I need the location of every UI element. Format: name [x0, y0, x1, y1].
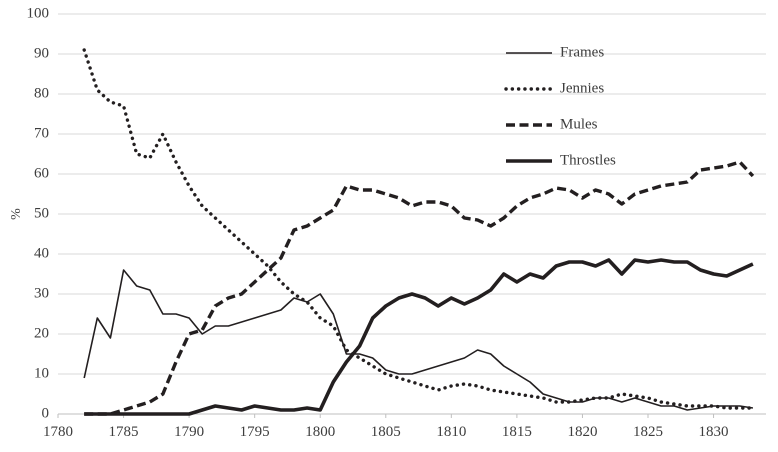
y-tick-label: 80 — [34, 85, 49, 101]
legend-item-jennies: Jennies — [504, 80, 604, 96]
legend-label: Frames — [560, 44, 604, 60]
x-tick-label: 1810 — [436, 424, 466, 440]
y-tick-label: 20 — [34, 325, 49, 341]
series-mules — [84, 160, 755, 416]
y-tick-label: 40 — [34, 245, 49, 261]
legend-item-frames: Frames — [506, 44, 604, 60]
x-tick-label: 1780 — [43, 424, 73, 440]
legend: Frames Jennies Mules Throstles — [504, 44, 616, 168]
y-tick-label: 70 — [34, 125, 49, 141]
x-tick-label: 1825 — [633, 424, 663, 440]
y-tick-label: 100 — [27, 5, 50, 21]
legend-item-mules: Mules — [506, 116, 598, 132]
legend-label: Throstles — [560, 152, 616, 168]
y-tick-label: 30 — [34, 285, 49, 301]
legend-label: Jennies — [560, 80, 604, 96]
y-tick-label: 60 — [34, 165, 49, 181]
y-axis-title: % — [9, 208, 24, 220]
x-tick-label: 1790 — [174, 424, 204, 440]
y-tick-label: 50 — [34, 205, 49, 221]
x-tick-label: 1820 — [567, 424, 597, 440]
y-tick-label: 10 — [34, 365, 49, 381]
x-tick-label: 1805 — [371, 424, 401, 440]
series-throstles — [84, 258, 754, 416]
x-tick-label: 1795 — [240, 424, 270, 440]
x-tick-label: 1830 — [699, 424, 729, 440]
x-tick-label: 1785 — [109, 424, 139, 440]
legend-label: Mules — [560, 116, 598, 132]
x-tick-label: 1800 — [305, 424, 335, 440]
y-tick-label: 0 — [42, 405, 50, 421]
y-tick-label: 90 — [34, 45, 49, 61]
series-jennies — [82, 48, 755, 410]
legend-item-throstles: Throstles — [506, 152, 616, 168]
x-tick-label: 1815 — [502, 424, 532, 440]
series-frames — [83, 269, 754, 411]
